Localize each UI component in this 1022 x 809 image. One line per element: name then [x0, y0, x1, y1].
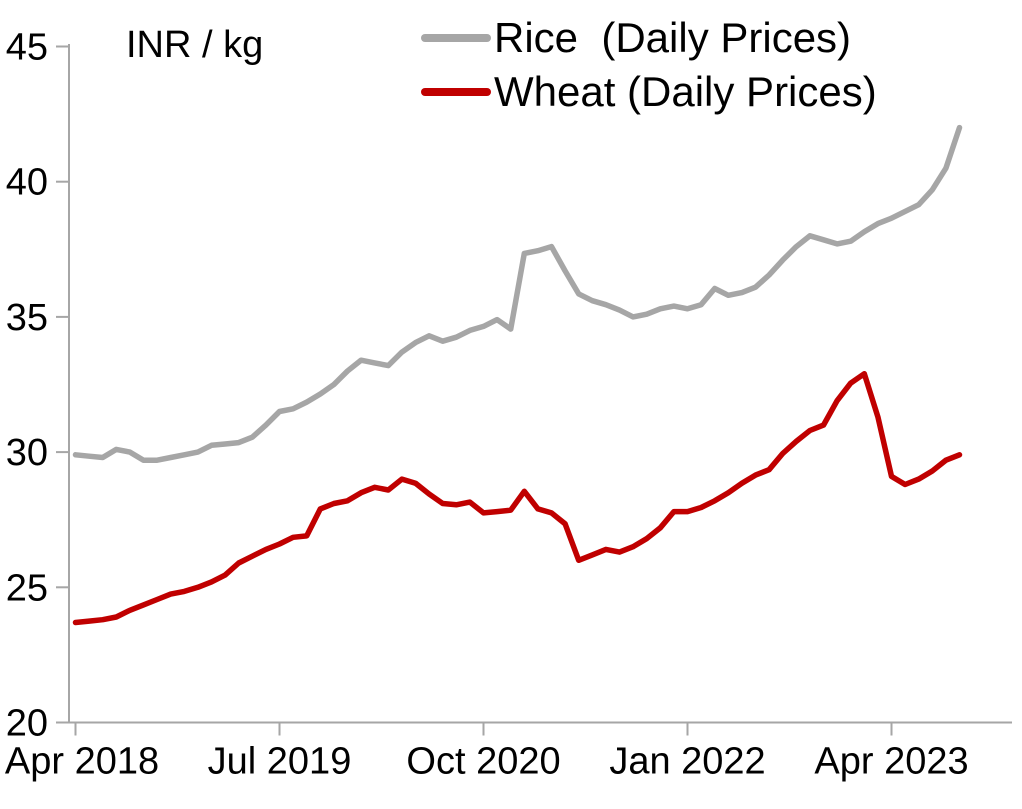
- y-axis-title: INR / kg: [126, 24, 264, 66]
- y-tick-label: 20: [6, 703, 48, 745]
- legend-item-wheat: Wheat (Daily Prices): [421, 68, 877, 116]
- wheat-line-swatch: [421, 88, 491, 96]
- x-tick-label: Apr 2018: [5, 741, 159, 783]
- y-tick-label: 35: [6, 297, 48, 339]
- rice-legend-label: Rice (Daily Prices): [494, 14, 852, 61]
- y-tick-label: 40: [6, 162, 48, 204]
- rice-line-swatch: [421, 34, 491, 42]
- rice-price-line: [72, 124, 963, 463]
- x-tick-label: Oct 2020: [406, 741, 560, 783]
- y-tick-label: 25: [6, 567, 48, 609]
- wheat-legend-label: Wheat (Daily Prices): [494, 68, 877, 115]
- legend: Rice (Daily Prices) Wheat (Daily Prices): [421, 14, 877, 116]
- x-tick-label: Apr 2023: [814, 741, 968, 783]
- x-tick-label: Jan 2022: [609, 741, 765, 783]
- x-tick-label: Jul 2019: [208, 741, 352, 783]
- y-tick-label: 30: [6, 432, 48, 474]
- wheat-price-line: [72, 370, 963, 626]
- y-tick-label: 45: [6, 27, 48, 69]
- legend-item-rice: Rice (Daily Prices): [421, 14, 877, 62]
